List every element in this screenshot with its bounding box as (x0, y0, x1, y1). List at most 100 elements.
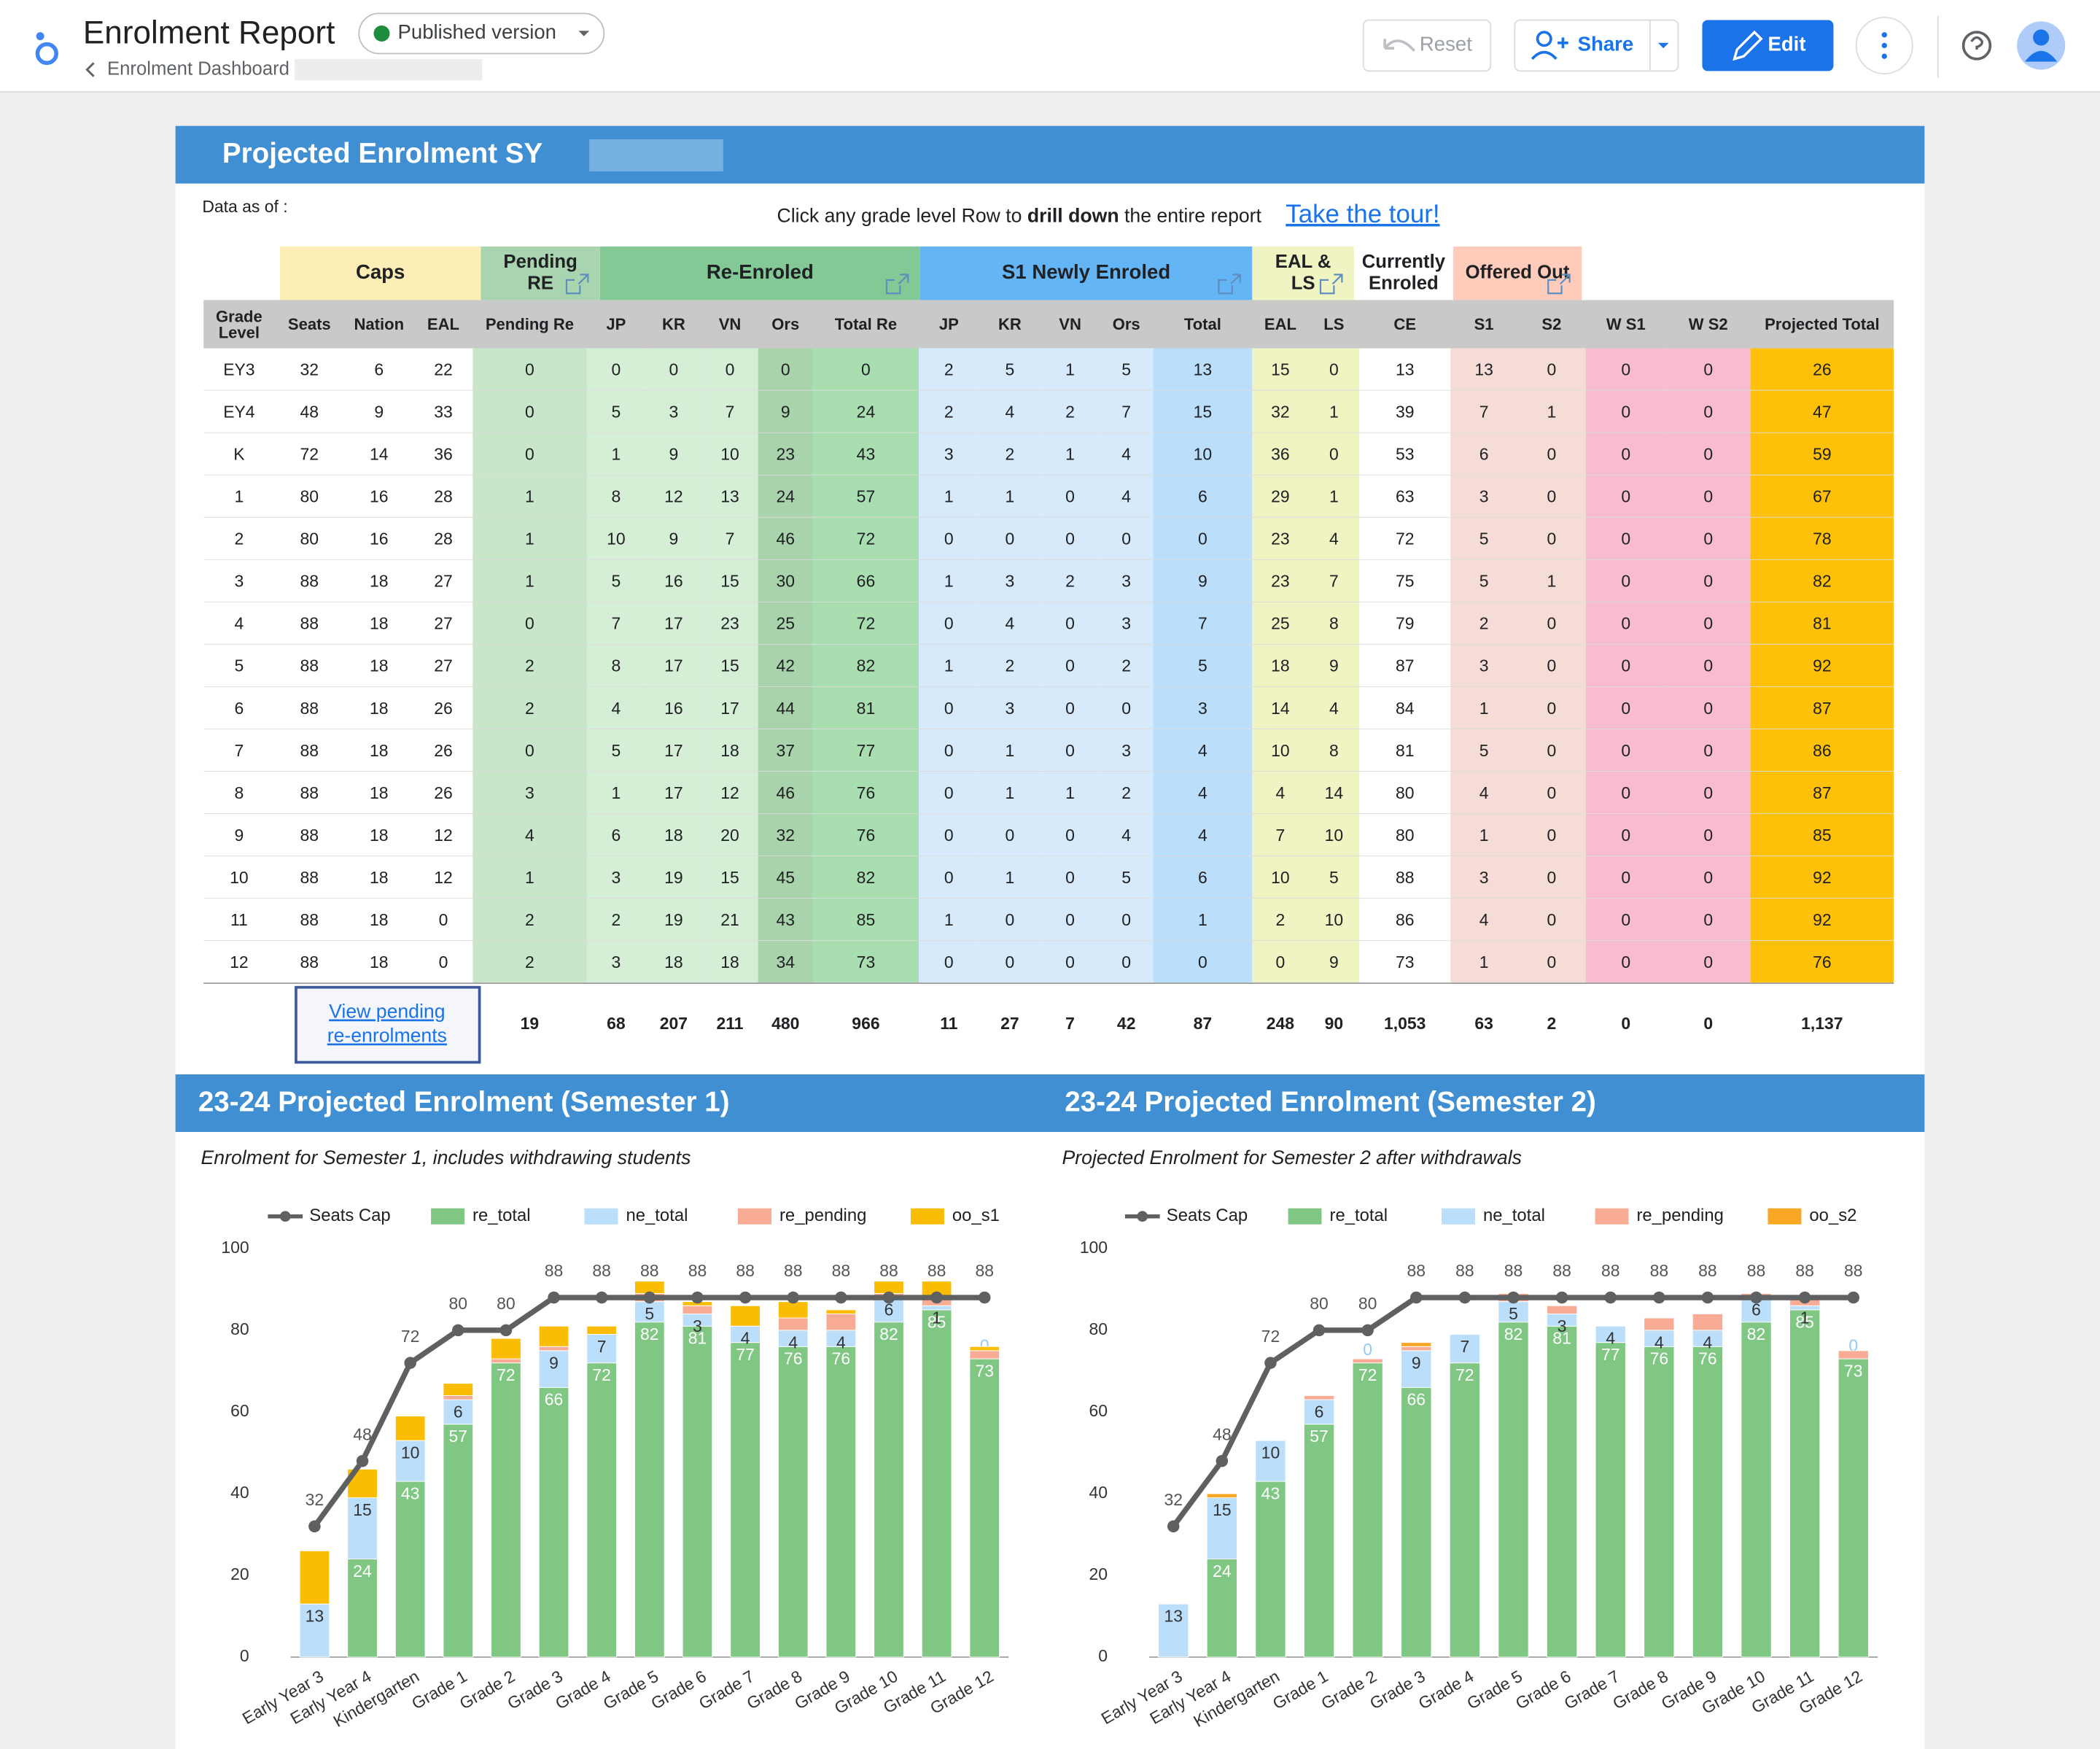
table-cell (1099, 644, 1154, 687)
data-label: 13 (1164, 1607, 1183, 1626)
bar-segment (825, 1346, 857, 1658)
legend-item[interactable]: re_total (431, 1206, 531, 1225)
cell-value: 0 (525, 614, 534, 633)
cell-value: 8 (234, 783, 244, 802)
button-label: Share (1578, 33, 1634, 55)
button-label: Reset (1420, 33, 1472, 55)
cell-value: 2 (1006, 656, 1015, 675)
table-row[interactable]: 6 88 18 26 2 4 16 17 44 81 0 3 0 0 3 14 4 84 1 0 0 0 87 (203, 686, 1894, 730)
table-cell (701, 517, 758, 560)
table-cell (1359, 433, 1451, 476)
pending-link[interactable]: View pending re-enrolments (295, 985, 481, 1064)
table-row[interactable]: 8 88 18 26 3 1 17 12 46 76 0 1 1 2 4 4 14 80 4 0 0 0 87 (203, 771, 1894, 815)
cell-value: 10 (1271, 741, 1290, 760)
line-point (1653, 1291, 1665, 1304)
legend-item[interactable]: ne_total (584, 1206, 688, 1225)
data-label: 1 (932, 1308, 941, 1327)
table-row[interactable]: 4 88 18 27 0 7 17 23 25 72 0 4 0 3 7 25 8 79 2 0 0 0 81 (203, 602, 1894, 645)
legend-item[interactable]: re_pending (738, 1206, 866, 1225)
bar-segment (491, 1338, 521, 1360)
table-cell (701, 559, 758, 602)
cell-value: 88 (300, 953, 319, 972)
table-cell (1585, 644, 1666, 687)
line-point (835, 1291, 847, 1304)
avatar[interactable] (2017, 21, 2066, 70)
table-row[interactable]: EY3 32 6 22 0 0 0 0 0 0 2 5 1 5 13 15 0 13 13 0 0 0 26 (203, 348, 1894, 392)
bar-segment (394, 1440, 426, 1482)
legend-item[interactable]: re_pending (1595, 1206, 1724, 1225)
table-cell (472, 433, 587, 476)
total-value: 480 (771, 1014, 799, 1033)
share-button[interactable]: Share (1514, 19, 1679, 72)
more-menu[interactable] (1855, 16, 1913, 74)
table-row[interactable]: 10 88 18 12 1 3 19 15 45 82 0 1 0 5 6 10 5 88 3 0 0 0 92 (203, 856, 1894, 899)
cell-value: 17 (720, 699, 739, 718)
chart-title: 23-24 Projected Enrolment (Semester 2) (1065, 1087, 1596, 1118)
breadcrumb[interactable]: Enrolment Dashboard (107, 58, 289, 79)
cell-value: 88 (300, 910, 319, 929)
tour-link[interactable]: Take the tour! (1286, 200, 1439, 228)
cell-value: 0 (1621, 826, 1630, 845)
table-cell (1308, 941, 1360, 984)
table-cell (1450, 899, 1518, 942)
table-cell (413, 644, 473, 687)
table-row[interactable]: EY4 48 9 33 0 5 3 7 9 24 2 4 2 7 15 32 1 39 7 1 0 0 47 (203, 390, 1894, 434)
table-cell (586, 390, 646, 433)
cell-value: 0 (1703, 868, 1713, 887)
cell-value: 2 (525, 656, 534, 675)
table-cell (919, 433, 979, 476)
table-cell (701, 729, 758, 772)
cell-value: 18 (370, 656, 389, 675)
version-selector[interactable]: Published version (358, 12, 605, 55)
column-header: VN (1059, 315, 1081, 333)
cell-value: 0 (1703, 572, 1713, 591)
table-row[interactable]: K 72 14 36 0 1 9 10 23 43 3 2 1 4 10 36 0 53 6 0 0 0 59 (203, 433, 1894, 476)
cell-value: 1 (944, 487, 954, 506)
cell-value: 12 (434, 868, 453, 887)
edit-button[interactable]: Edit (1702, 20, 1834, 71)
cell-value: 19 (664, 910, 683, 929)
table-cell (586, 686, 646, 729)
reset-button[interactable]: Reset (1362, 19, 1492, 72)
table-cell (1665, 602, 1751, 645)
logo[interactable] (35, 32, 58, 66)
cell-value: 3 (612, 953, 621, 972)
table-row[interactable]: 11 88 18 0 2 2 19 21 43 85 1 0 0 0 1 2 10 86 4 0 0 0 92 (203, 899, 1894, 942)
legend-item[interactable]: Seats Cap (268, 1206, 391, 1225)
cell-value: 1 (1006, 487, 1015, 506)
cell-value: 2 (1006, 445, 1015, 464)
cell-value: 17 (664, 741, 683, 760)
table-row[interactable]: 9 88 18 12 4 6 18 20 32 76 0 0 0 4 4 7 10 80 1 0 0 0 85 (203, 813, 1894, 857)
legend-item[interactable]: re_total (1288, 1206, 1388, 1225)
cell-value: 3 (1121, 572, 1131, 591)
help-button[interactable] (1961, 31, 1992, 61)
back-arrow[interactable] (85, 62, 95, 77)
logo-ring (35, 42, 58, 66)
avatar-body (2025, 50, 2058, 62)
data-label: 77 (1601, 1345, 1620, 1364)
cell-value: 1 (525, 868, 534, 887)
table-row[interactable]: 2 80 16 28 1 10 9 7 46 72 0 0 0 0 0 23 4 72 5 0 0 0 78 (203, 517, 1894, 561)
table-row[interactable]: 3 88 18 27 1 5 16 15 30 66 1 3 2 3 9 23 7 75 5 1 0 0 82 (203, 559, 1894, 603)
table-cell (1308, 856, 1360, 899)
table-cell (586, 348, 646, 391)
table-cell (979, 813, 1041, 857)
table-cell (1517, 856, 1586, 899)
data-label: 4 (1654, 1333, 1664, 1352)
line-point (1507, 1291, 1520, 1304)
cell-value: 84 (1396, 699, 1415, 718)
table-row[interactable]: 1 80 16 28 1 8 12 13 24 57 1 1 0 4 6 29 1 63 3 0 0 0 67 (203, 475, 1894, 519)
legend-item[interactable]: ne_total (1442, 1206, 1545, 1225)
data-label: 15 (353, 1500, 372, 1519)
table-cell (1750, 856, 1894, 899)
line-point (548, 1291, 560, 1304)
legend-item[interactable]: oo_s2 (1768, 1206, 1856, 1225)
cell-value: 43 (776, 910, 795, 929)
legend-item[interactable]: oo_s1 (910, 1206, 1000, 1225)
legend-item[interactable]: Seats Cap (1124, 1206, 1248, 1225)
cell-value: 6 (612, 826, 621, 845)
cell-value: 0 (726, 360, 735, 379)
table-row[interactable]: 12 88 18 0 2 3 18 18 34 73 0 0 0 0 0 0 9 73 1 0 0 0 76 (203, 941, 1894, 985)
table-row[interactable]: 5 88 18 27 2 8 17 15 42 82 1 2 0 2 5 18 9 87 3 0 0 0 92 (203, 644, 1894, 688)
table-row[interactable]: 7 88 18 26 0 5 17 18 37 77 0 1 0 3 4 10 8 81 5 0 0 0 86 (203, 729, 1894, 772)
